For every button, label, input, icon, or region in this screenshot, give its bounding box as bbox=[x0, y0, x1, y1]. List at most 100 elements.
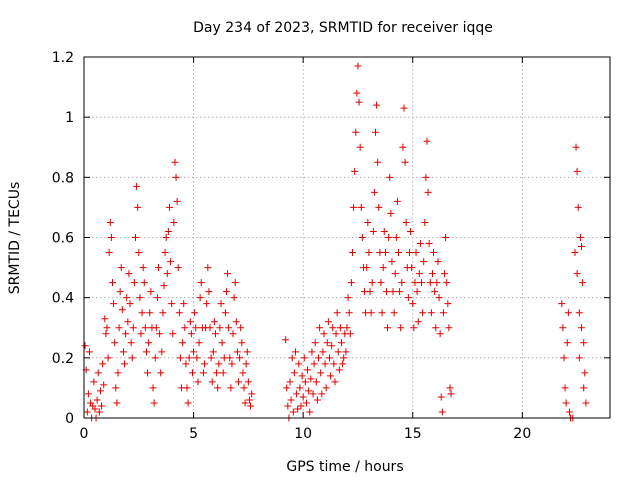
data-point bbox=[293, 390, 301, 398]
data-point bbox=[241, 399, 249, 407]
data-point bbox=[347, 279, 355, 287]
data-point bbox=[139, 264, 147, 272]
y-tick-label: 1 bbox=[65, 110, 74, 126]
data-point bbox=[288, 354, 296, 362]
data-point bbox=[399, 143, 407, 151]
data-point bbox=[580, 339, 588, 347]
data-point bbox=[575, 354, 583, 362]
data-point bbox=[407, 227, 415, 235]
data-point bbox=[162, 234, 170, 241]
data-point bbox=[445, 324, 453, 332]
data-point bbox=[209, 348, 217, 356]
data-point bbox=[169, 330, 177, 338]
data-point bbox=[180, 300, 188, 308]
data-point bbox=[112, 384, 120, 392]
data-point bbox=[93, 396, 101, 404]
data-point bbox=[419, 309, 427, 317]
data-point bbox=[438, 408, 446, 416]
data-point bbox=[81, 342, 89, 350]
data-point bbox=[230, 294, 238, 302]
data-point bbox=[121, 360, 129, 368]
data-point bbox=[232, 318, 240, 326]
data-point bbox=[214, 384, 222, 392]
data-point bbox=[172, 173, 180, 181]
data-point bbox=[197, 279, 205, 287]
data-point bbox=[164, 227, 172, 235]
data-point bbox=[83, 408, 91, 416]
data-point bbox=[204, 264, 212, 272]
x-tick-label: 5 bbox=[189, 426, 198, 442]
data-point bbox=[149, 384, 157, 392]
data-point bbox=[161, 249, 169, 257]
data-point bbox=[430, 249, 438, 257]
chart-title: Day 234 of 2023, SRMTID for receiver iqq… bbox=[193, 20, 493, 36]
data-point bbox=[218, 339, 226, 347]
data-point bbox=[435, 294, 443, 302]
data-point bbox=[320, 330, 328, 338]
data-point bbox=[334, 348, 342, 356]
data-point bbox=[126, 300, 134, 308]
data-point bbox=[133, 182, 141, 190]
data-point bbox=[579, 279, 587, 287]
data-point bbox=[297, 402, 305, 410]
data-point bbox=[404, 294, 412, 302]
data-point bbox=[237, 324, 245, 332]
data-point bbox=[118, 306, 126, 314]
data-point bbox=[375, 203, 383, 211]
data-point bbox=[222, 288, 230, 296]
data-point bbox=[366, 288, 374, 296]
data-point bbox=[447, 390, 455, 398]
data-point bbox=[408, 264, 416, 272]
data-point bbox=[389, 288, 397, 296]
data-point bbox=[340, 354, 348, 362]
data-point bbox=[242, 360, 250, 368]
data-point bbox=[150, 399, 158, 407]
data-point bbox=[152, 324, 160, 332]
data-point bbox=[239, 369, 247, 377]
data-point bbox=[405, 249, 413, 257]
data-point bbox=[379, 264, 387, 272]
data-point bbox=[348, 249, 356, 257]
data-point bbox=[287, 396, 295, 404]
data-point bbox=[411, 279, 419, 287]
data-point bbox=[215, 360, 223, 368]
data-point bbox=[165, 203, 173, 211]
data-point bbox=[420, 258, 428, 266]
data-point bbox=[201, 360, 209, 368]
data-point bbox=[113, 399, 121, 407]
data-point bbox=[575, 309, 583, 317]
data-point bbox=[331, 378, 339, 386]
data-point bbox=[122, 330, 130, 338]
data-point bbox=[307, 375, 315, 383]
data-point bbox=[228, 360, 236, 368]
data-point bbox=[562, 399, 570, 407]
data-point bbox=[441, 270, 449, 278]
data-point bbox=[351, 167, 359, 175]
data-point bbox=[183, 384, 191, 392]
data-point bbox=[319, 348, 327, 356]
data-point bbox=[333, 309, 341, 317]
data-point bbox=[338, 339, 346, 347]
data-point bbox=[135, 249, 143, 257]
data-point bbox=[212, 330, 219, 338]
data-point bbox=[233, 348, 241, 356]
data-point bbox=[226, 354, 234, 362]
data-point bbox=[563, 339, 571, 347]
data-point bbox=[571, 249, 579, 257]
data-point bbox=[153, 294, 161, 302]
data-point bbox=[146, 309, 154, 317]
data-point bbox=[174, 264, 182, 272]
data-point bbox=[157, 369, 165, 377]
data-point bbox=[160, 282, 168, 290]
data-point bbox=[106, 218, 114, 226]
data-point bbox=[391, 270, 399, 278]
data-point bbox=[390, 309, 398, 317]
data-point bbox=[193, 354, 201, 362]
data-point bbox=[395, 249, 403, 257]
data-point bbox=[434, 258, 442, 266]
data-point bbox=[352, 128, 360, 136]
data-point bbox=[213, 369, 221, 377]
data-point bbox=[181, 324, 189, 332]
data-point bbox=[137, 330, 145, 338]
data-point bbox=[306, 408, 314, 416]
